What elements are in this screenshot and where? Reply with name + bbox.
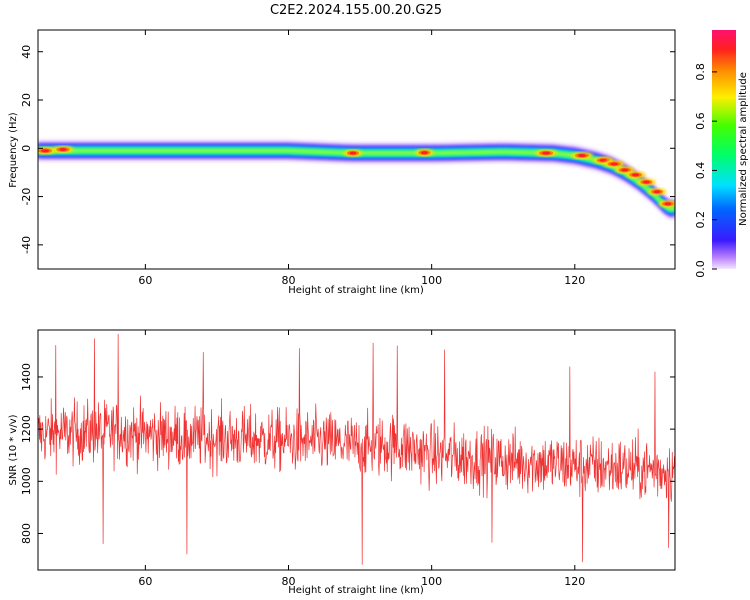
heatmap-peak-core bbox=[642, 180, 650, 184]
colorbar: 0.0 0.2 0.4 0.6 0.8 Normalized spectral ampl… bbox=[694, 30, 749, 278]
heatmap-peak-core bbox=[421, 151, 428, 155]
spectrogram-frame bbox=[37, 29, 676, 270]
colorbar-ticks: 0.0 0.2 0.4 0.6 0.8 bbox=[694, 63, 717, 278]
snr-y-ticks: 800 1000 1200 1400 bbox=[20, 363, 675, 544]
spectrogram-x-ticks: 60 80 100 120 bbox=[138, 30, 585, 287]
x-tick-label: 120 bbox=[564, 575, 585, 588]
y-tick-label: -20 bbox=[20, 188, 33, 206]
y-tick-label: 1400 bbox=[20, 363, 33, 391]
x-tick-label: 60 bbox=[138, 274, 152, 287]
spectrogram-panel: 60 80 100 120 -40 -20 0 20 40 Height of straigh… bbox=[8, 29, 676, 296]
snr-x-ticks: 60 80 100 120 bbox=[138, 330, 585, 588]
colorbar-scale bbox=[712, 30, 736, 269]
heatmap-peak-core bbox=[59, 148, 67, 151]
heatmap-peak-core bbox=[577, 154, 586, 158]
heatmap-peak-core bbox=[349, 151, 357, 155]
colorbar-label: Normalized spectral amplitude bbox=[738, 72, 749, 226]
colorbar-tick-label: 0.6 bbox=[694, 112, 707, 130]
x-tick-label: 80 bbox=[282, 575, 296, 588]
colorbar-tick-label: 0.8 bbox=[694, 63, 707, 81]
colorbar-tick-label: 0.0 bbox=[694, 260, 707, 278]
y-tick-label: 1000 bbox=[20, 467, 33, 495]
spectrogram-x-axis-label: Height of straight line (km) bbox=[288, 285, 424, 296]
y-tick-label: 1200 bbox=[20, 415, 33, 443]
x-tick-label: 60 bbox=[138, 575, 152, 588]
y-tick-label: 800 bbox=[20, 523, 33, 544]
colorbar-tick-label: 0.4 bbox=[694, 162, 707, 180]
heatmap-peak-core bbox=[632, 173, 640, 177]
y-tick-label: -40 bbox=[20, 236, 33, 254]
spectrogram-heatmap bbox=[38, 139, 675, 220]
figure-title: C2E2.2024.155.00.20.G25 bbox=[270, 3, 442, 18]
y-tick-label: 40 bbox=[20, 45, 33, 59]
heatmap-peak-core bbox=[621, 168, 629, 172]
snr-panel: 60 80 100 120 800 1000 1200 1400 Height of str… bbox=[8, 329, 676, 596]
heatmap-peak-core bbox=[653, 190, 661, 194]
heatmap-peak-core bbox=[599, 158, 608, 162]
x-tick-label: 100 bbox=[421, 274, 442, 287]
colorbar-tick-label: 0.2 bbox=[694, 211, 707, 229]
y-tick-label: 0 bbox=[20, 145, 33, 152]
snr-y-axis-label: SNR (10 * v/v) bbox=[8, 414, 19, 485]
heatmap-peak-core bbox=[610, 162, 618, 166]
x-tick-label: 100 bbox=[421, 575, 442, 588]
spectrogram-y-ticks: -40 -20 0 20 40 bbox=[20, 45, 675, 254]
snr-frame bbox=[37, 329, 676, 571]
y-tick-label: 20 bbox=[20, 93, 33, 107]
heatmap-peak-core bbox=[542, 151, 551, 155]
x-tick-label: 120 bbox=[564, 274, 585, 287]
snr-x-axis-label: Height of straight line (km) bbox=[288, 585, 424, 596]
heatmap-peak-core bbox=[664, 202, 672, 206]
snr-series-line bbox=[38, 333, 675, 565]
x-tick-label: 80 bbox=[282, 274, 296, 287]
heatmap-peak-core bbox=[41, 149, 50, 153]
spectrogram-y-axis-label: Frequency (Hz) bbox=[8, 112, 19, 188]
